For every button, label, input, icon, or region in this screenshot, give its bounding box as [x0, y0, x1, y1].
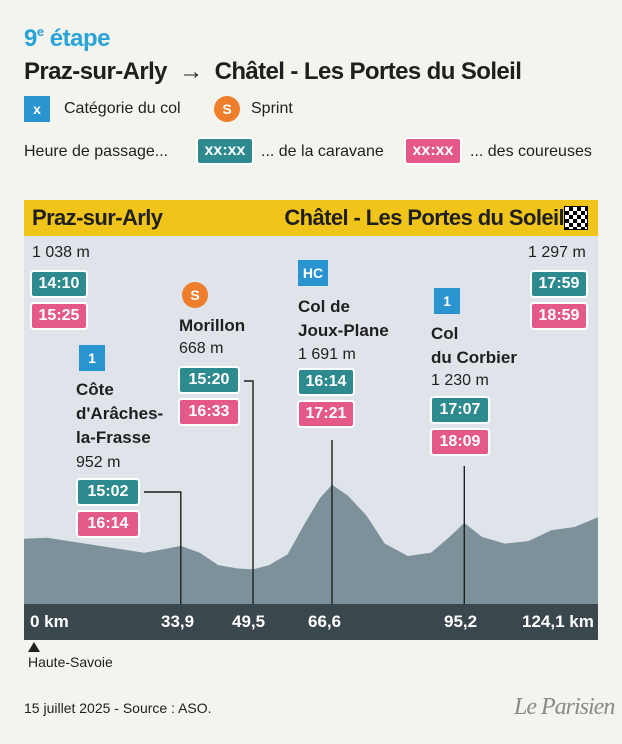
route-header-bar	[24, 200, 598, 236]
jouxplane-altitude: 1 691 m	[298, 346, 356, 363]
region-marker-icon	[28, 642, 40, 652]
aracches-caravan-time: 15:02	[76, 478, 140, 506]
x-tick-morillon: 49,5	[232, 612, 266, 631]
morillon-altitude: 668 m	[179, 340, 224, 357]
corbier-caravan-time: 17:07	[430, 396, 490, 424]
aracches-riders-time: 16:14	[76, 510, 140, 538]
riders-legend-box: xx:xx	[404, 137, 462, 165]
jouxplane-category-badge: HC	[298, 260, 328, 286]
route-title: Praz-sur-Arly → Châtel - Les Portes du S…	[24, 58, 522, 85]
morillon-sprint-icon: S	[182, 282, 208, 308]
corbier-name-2: du Corbier	[431, 348, 517, 367]
morillon-riders-time: 16:33	[178, 398, 240, 426]
x-tick-jouxplane: 66,6	[308, 612, 342, 631]
aracches-altitude: 952 m	[76, 454, 121, 471]
jouxplane-name-1: Col de	[298, 297, 350, 316]
checkered-flag-icon	[564, 206, 588, 230]
start-caravan-time: 14:10	[30, 270, 88, 298]
aracches-name-1: Côte	[76, 380, 114, 399]
sprint-legend-label: Sprint	[251, 100, 293, 117]
sprint-legend-icon: S	[214, 96, 240, 122]
jouxplane-name-2: Joux-Plane	[298, 321, 389, 340]
leader-line-morillon	[244, 380, 254, 604]
aracches-name-3: la-Frasse	[76, 428, 151, 447]
le-parisien-logo: Le Parisien	[514, 694, 615, 720]
caravan-legend-box: xx:xx	[196, 137, 254, 165]
x-tick-aracches: 33,9	[161, 612, 195, 631]
finish-altitude: 1 297 m	[528, 244, 586, 261]
start-town: Praz-sur-Arly	[32, 205, 163, 230]
leader-line-aracches	[144, 491, 182, 604]
corbier-name-1: Col	[431, 324, 459, 343]
finish-riders-time: 18:59	[530, 302, 588, 330]
caravan-legend-label: ... de la caravane	[261, 143, 384, 160]
start-riders-time: 15:25	[30, 302, 88, 330]
stage-title: 9e étape	[24, 24, 110, 52]
passage-legend-label: Heure de passage...	[24, 143, 169, 160]
category-legend-box: x	[24, 96, 50, 122]
x-tick-0: 0 km	[30, 612, 69, 631]
region-label: Haute-Savoie	[28, 654, 113, 670]
corbier-riders-time: 18:09	[430, 428, 490, 456]
category-legend-label: Catégorie du col	[64, 100, 181, 117]
aracches-category-badge: 1	[79, 345, 105, 371]
x-tick-corbier: 95,2	[444, 612, 478, 631]
finish-town: Châtel - Les Portes du Soleil	[284, 205, 564, 230]
x-tick-finish: 124,1 km	[522, 612, 594, 631]
jouxplane-caravan-time: 16:14	[297, 368, 355, 396]
leader-lines	[144, 380, 465, 604]
morillon-name: Morillon	[179, 316, 246, 335]
start-altitude: 1 038 m	[32, 244, 90, 261]
morillon-caravan-time: 15:20	[178, 366, 240, 394]
elevation-profile	[24, 484, 598, 604]
aracches-name-2: d'Arâches-	[76, 404, 164, 423]
jouxplane-riders-time: 17:21	[297, 400, 355, 428]
distance-axis	[24, 604, 598, 640]
finish-caravan-time: 17:59	[530, 270, 588, 298]
corbier-category-badge: 1	[434, 288, 460, 314]
riders-legend-label: ... des coureuses	[470, 143, 592, 160]
source-note: 15 juillet 2025 - Source : ASO.	[24, 700, 212, 716]
corbier-altitude: 1 230 m	[431, 372, 489, 389]
